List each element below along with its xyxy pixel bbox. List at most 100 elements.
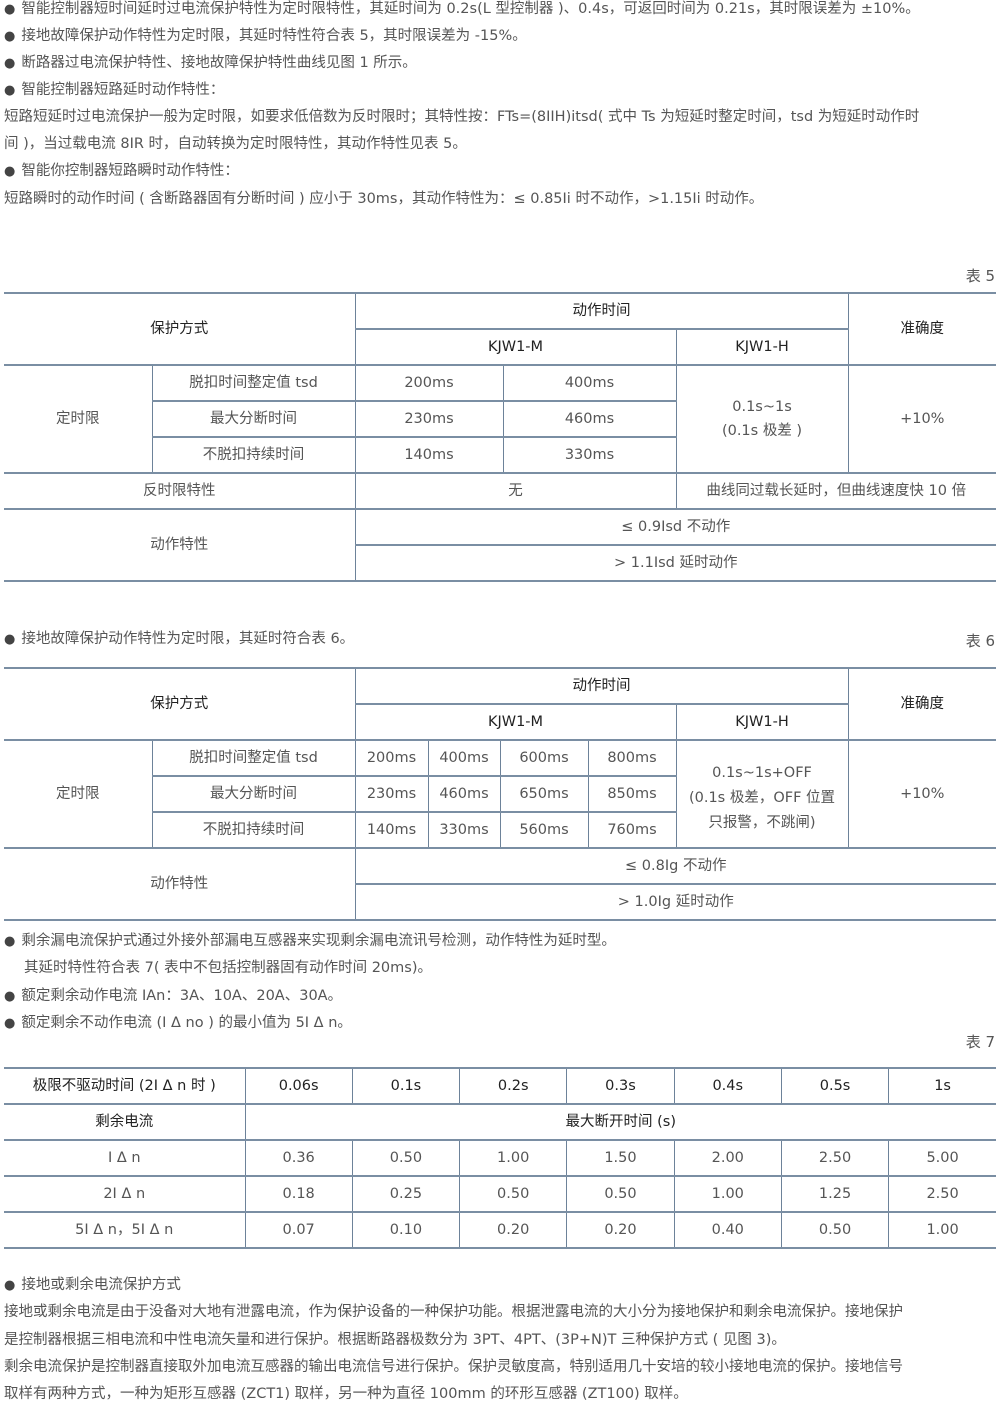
residual-current-label: 剩余电流 xyxy=(4,1103,246,1141)
cell: 0.25 xyxy=(351,1175,461,1213)
row-label: 脱扣时间整定值 tsd xyxy=(151,739,356,777)
cell: 140ms xyxy=(354,436,504,474)
time-header: 0.5s xyxy=(780,1067,890,1105)
residual-line: 其延时特性符合表 7( 表中不包括控制器固有动作时间 20ms)。 xyxy=(24,960,432,976)
table6-note: 接地故障保护动作特性为定时限，其延时符合表 6。 xyxy=(4,626,354,653)
intro-line: 短路瞬时的动作时间 ( 含断路器固有分断时间 ) 应小于 30ms，其动作特性为… xyxy=(4,191,764,207)
outro-line: 接地或剩余电流是由于没备对大地有泄露电流，作为保护设备的一种保护功能。根据泄露电… xyxy=(4,1304,903,1320)
h-value: 0.1s~1s+OFF (0.1s 极差，OFF 位置 只报警，不跳闸) xyxy=(675,739,849,849)
cell: 200ms xyxy=(354,739,429,777)
h-value-line: (0.1s 极差，OFF 位置 xyxy=(688,789,836,806)
table6-caption: 表 6 xyxy=(965,632,995,650)
outro-line: 剩余电流保护是控制器直接取外加电流互感器的输出电流信号进行保护。保护灵敏度高，特… xyxy=(4,1359,903,1375)
row-label: 不脱扣持续时间 xyxy=(152,811,356,849)
intro-line: 间 )，当过载电流 8IR 时，自动转换为定时限特性，其动作特性见表 5。 xyxy=(4,136,467,152)
time-header: 0.06s xyxy=(244,1067,353,1105)
intro-line: 断路器过电流保护特性、接地故障保护特性曲线见图 1 所示。 xyxy=(4,50,416,77)
inverse-m: 无 xyxy=(354,472,677,510)
intro-line: 接地故障保护动作特性为定时限，其延时特性符合表 5，其时限误差为 -15%。 xyxy=(4,23,526,50)
cell: 0.40 xyxy=(673,1211,782,1249)
outro-line: 是控制器根据三相电流和中性电流矢量和进行保护。根据断路器极数分为 3PT、4PT… xyxy=(4,1332,786,1348)
cell: 1.50 xyxy=(566,1139,675,1177)
residual-line: 额定剩余动作电流 IAn：3A、10A、20A、30A。 xyxy=(4,983,342,1010)
cell: 1.25 xyxy=(780,1175,890,1213)
action-no: ≤ 0.8Ig 不动作 xyxy=(354,847,997,885)
model-m-header: KJW1-M xyxy=(355,703,677,741)
time-header: 0.4s xyxy=(673,1067,782,1105)
action-yes: > 1.1Isd 延时动作 xyxy=(355,544,997,582)
h-value-line: (0.1s 极差 ) xyxy=(721,423,803,439)
cell: 0.50 xyxy=(566,1175,675,1213)
cell: 1.00 xyxy=(673,1175,782,1213)
intro-line: 智能控制器短路延时动作特性： xyxy=(4,77,224,104)
table5-caption: 表 5 xyxy=(965,267,995,285)
definite-time-label: 定时限 xyxy=(4,739,153,849)
table5: 保护方式 动作时间 准确度 KJW1-M KJW1-H 定时限 脱扣时间整定值 … xyxy=(4,292,997,582)
cell: 0.50 xyxy=(459,1175,568,1213)
time-header: 1s xyxy=(888,1067,996,1105)
protection-mode-header: 保护方式 xyxy=(4,292,356,366)
cell: 0.10 xyxy=(351,1211,461,1249)
time-header: 0.3s xyxy=(566,1067,675,1105)
cell: 5.00 xyxy=(888,1139,996,1177)
cell: 850ms xyxy=(587,775,676,813)
action-no: ≤ 0.9Isd 不动作 xyxy=(354,508,997,546)
row-label: 5I Δ n，5I Δ n xyxy=(4,1211,246,1249)
cell: 0.20 xyxy=(566,1211,675,1249)
cell: 460ms xyxy=(502,400,676,438)
cell: 400ms xyxy=(502,364,677,402)
action-char-label: 动作特性 xyxy=(4,508,356,582)
row-label: 不脱扣持续时间 xyxy=(152,436,356,474)
action-time-header: 动作时间 xyxy=(354,292,849,330)
residual-line: 剩余漏电流保护式通过外接外部漏电互感器来实现剩余漏电流讯号检测，动作特性为延时型… xyxy=(4,928,616,955)
cell: 800ms xyxy=(587,739,677,777)
cell: 1.00 xyxy=(888,1211,996,1249)
cell: 2.50 xyxy=(888,1175,996,1213)
cell: 200ms xyxy=(354,364,504,402)
row-label: I Δ n xyxy=(4,1139,246,1177)
protection-mode-header: 保护方式 xyxy=(4,667,356,741)
action-yes: > 1.0Ig 延时动作 xyxy=(355,883,997,921)
time-header: 0.1s xyxy=(351,1067,461,1105)
time-header: 0.2s xyxy=(459,1067,568,1105)
action-time-header: 动作时间 xyxy=(354,667,849,705)
cell: 760ms xyxy=(587,811,676,849)
definite-time-label: 定时限 xyxy=(4,364,153,474)
cell: 400ms xyxy=(427,739,501,777)
cell: 230ms xyxy=(354,775,429,813)
table6: 保护方式 动作时间 准确度 KJW1-M KJW1-H 定时限 脱扣时间整定值 … xyxy=(4,667,997,921)
row-label: 2I Δ n xyxy=(4,1175,246,1213)
cell: 0.20 xyxy=(459,1211,568,1249)
accuracy-value: +10% xyxy=(847,364,997,474)
cell: 2.00 xyxy=(673,1139,782,1177)
cell: 460ms xyxy=(427,775,501,813)
outro-line: 接地或剩余电流保护方式 xyxy=(4,1272,181,1299)
row-label: 脱扣时间整定值 tsd xyxy=(151,364,356,402)
cell: 0.50 xyxy=(351,1139,461,1177)
cell: 600ms xyxy=(499,739,589,777)
table7: 极限不驱动时间 (2I Δ n 时 ) 0.06s 0.1s 0.2s 0.3s… xyxy=(4,1067,996,1249)
inverse-h: 曲线同过载长延时，但曲线速度快 10 倍 xyxy=(675,472,997,510)
accuracy-value: +10% xyxy=(847,739,997,849)
cell: 140ms xyxy=(354,811,429,849)
cell: 0.36 xyxy=(244,1139,353,1177)
model-h-header: KJW1-H xyxy=(675,703,849,741)
h-value-line: 0.1s~1s xyxy=(732,399,792,415)
cell: 0.18 xyxy=(244,1175,353,1213)
model-h-header: KJW1-H xyxy=(675,328,849,366)
cell: 0.07 xyxy=(244,1211,353,1249)
cell: 650ms xyxy=(499,775,589,813)
intro-line: 智能控制器短时间延时过电流保护特性为定时限特性，其延时间为 0.2s(L 型控制… xyxy=(4,0,919,23)
cell: 230ms xyxy=(354,400,504,438)
cell: 330ms xyxy=(427,811,501,849)
h-value-line: 0.1s~1s+OFF xyxy=(712,764,812,781)
cell: 330ms xyxy=(502,436,676,474)
row-label: 最大分断时间 xyxy=(152,400,356,438)
cell: 1.00 xyxy=(459,1139,568,1177)
h-value: 0.1s~1s (0.1s 极差 ) xyxy=(675,364,849,474)
cell: 2.50 xyxy=(780,1139,890,1177)
max-break-label: 最大断开时间 (s) xyxy=(244,1103,996,1141)
row-label: 最大分断时间 xyxy=(152,775,356,813)
cell: 560ms xyxy=(499,811,589,849)
intro-line: 短路短延时过电流保护一般为定时限，如要求低倍数为反时限时；其特性按：FTs=(8… xyxy=(4,109,920,125)
